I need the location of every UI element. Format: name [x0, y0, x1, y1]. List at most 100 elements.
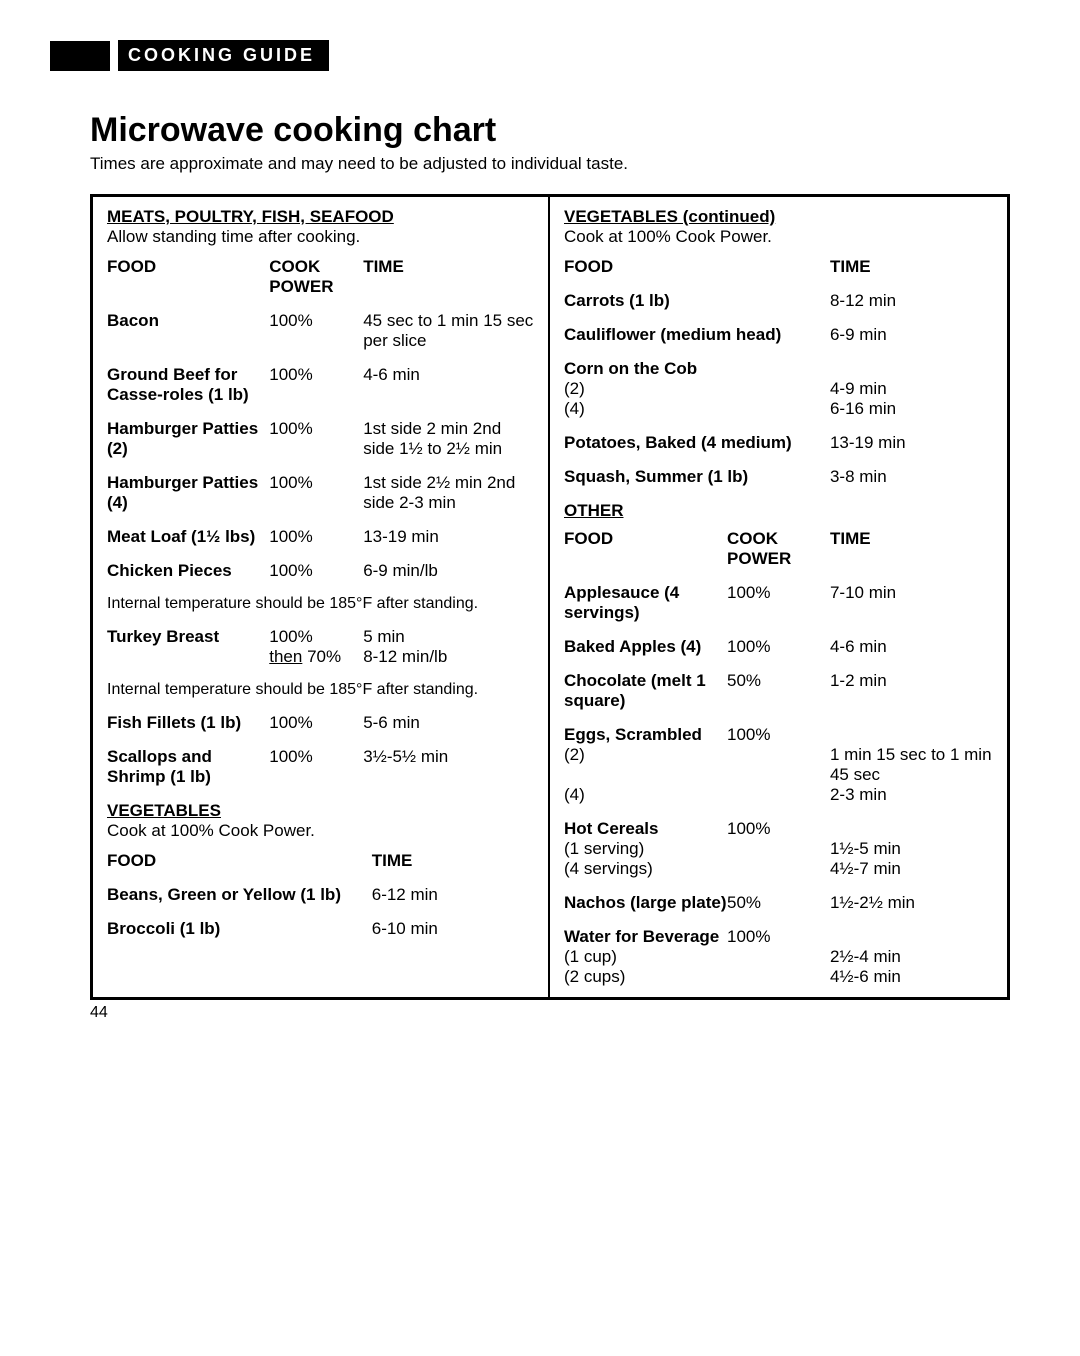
row-eggs-2: (2) 1 min 15 sec to 1 min 45 sec [564, 745, 993, 785]
time: 2½-4 min [830, 947, 993, 967]
power: 100% [727, 637, 830, 657]
food: Ground Beef for Casse-roles (1 lb) [107, 365, 269, 405]
food: Fish Fillets (1 lb) [107, 713, 269, 733]
food: Bacon [107, 311, 269, 351]
row-corn-4: (4) 6-16 min [564, 399, 993, 419]
row-baked-apples: Baked Apples (4) 100% 4-6 min [564, 637, 993, 657]
row-chocolate: Chocolate (melt 1 square) 50% 1-2 min [564, 671, 993, 711]
time [830, 819, 993, 839]
time: 8-12 min [830, 291, 993, 311]
power: 100% [269, 527, 363, 547]
power: 100% [269, 311, 363, 351]
row-cereals-1: (1 serving) 1½-5 min [564, 839, 993, 859]
time: 1 min 15 sec to 1 min 45 sec [830, 745, 993, 785]
food: Turkey Breast [107, 627, 269, 647]
veg-header: FOOD TIME [107, 851, 534, 871]
food: Nachos (large plate) [564, 893, 727, 913]
row-water-1: (1 cup) 2½-4 min [564, 947, 993, 967]
time: 3-8 min [830, 467, 993, 487]
row-turkey-2: then 70% 8-12 min/lb [107, 647, 534, 667]
veg-cont-sub: Cook at 100% Cook Power. [564, 227, 993, 247]
row-eggs: Eggs, Scrambled 100% [564, 725, 993, 745]
veg-cont-title: VEGETABLES (continued) [564, 207, 993, 227]
row-water: Water for Beverage 100% [564, 927, 993, 947]
time2: 8-12 min/lb [363, 647, 534, 667]
other-title: OTHER [564, 501, 993, 521]
qty: (4) [564, 399, 830, 419]
food: Cauliflower (medium head) [564, 325, 830, 345]
time: 1-2 min [830, 671, 993, 711]
row-applesauce: Applesauce (4 servings) 100% 7-10 min [564, 583, 993, 623]
row-eggs-4: (4) 2-3 min [564, 785, 993, 805]
row-turkey: Turkey Breast 100% 5 min [107, 627, 534, 647]
food: Beans, Green or Yellow (1 lb) [107, 885, 372, 905]
time: 1½-2½ min [830, 893, 993, 913]
subtitle: Times are approximate and may need to be… [50, 154, 1030, 174]
cooking-chart: MEATS, POULTRY, FISH, SEAFOOD Allow stan… [90, 194, 1010, 1000]
power2: then 70% [269, 647, 363, 667]
qty: (1 cup) [564, 947, 727, 967]
row-fish: Fish Fillets (1 lb) 100% 5-6 min [107, 713, 534, 733]
page-number: 44 [50, 1004, 1030, 1022]
header-black-box [50, 41, 110, 71]
row-potatoes: Potatoes, Baked (4 medium) 13-19 min [564, 433, 993, 453]
row-water-2: (2 cups) 4½-6 min [564, 967, 993, 987]
power: 100% [727, 583, 830, 623]
time: 1st side 2½ min 2nd side 2-3 min [363, 473, 534, 513]
food: Hamburger Patties (2) [107, 419, 269, 459]
qty: (4) [564, 785, 727, 805]
time: 6-16 min [830, 399, 993, 419]
blank [727, 785, 830, 805]
header-bar: COOKING GUIDE [50, 40, 1030, 71]
power: 100% [727, 927, 830, 947]
time: 1st side 2 min 2nd side 1½ to 2½ min [363, 419, 534, 459]
row-squash: Squash, Summer (1 lb) 3-8 min [564, 467, 993, 487]
page-title: Microwave cooking chart [50, 111, 1030, 150]
guide-label: COOKING GUIDE [118, 40, 329, 71]
hdr-time: TIME [363, 257, 534, 297]
food: Potatoes, Baked (4 medium) [564, 433, 830, 453]
food: Corn on the Cob [564, 359, 830, 379]
time: 7-10 min [830, 583, 993, 623]
power: 50% [727, 893, 830, 913]
row-meatloaf: Meat Loaf (1½ lbs) 100% 13-19 min [107, 527, 534, 547]
row-corn-2: (2) 4-9 min [564, 379, 993, 399]
row-cereals: Hot Cereals 100% [564, 819, 993, 839]
blank [727, 745, 830, 785]
meats-header: FOOD COOK POWER TIME [107, 257, 534, 297]
time: 13-19 min [830, 433, 993, 453]
power: 100% [269, 365, 363, 405]
time [830, 927, 993, 947]
chicken-note: Internal temperature should be 185°F aft… [107, 595, 534, 613]
food: Water for Beverage [564, 927, 727, 947]
time: 4-6 min [830, 637, 993, 657]
turkey-note: Internal temperature should be 185°F aft… [107, 681, 534, 699]
time: 45 sec to 1 min 15 sec per slice [363, 311, 534, 351]
hdr-food: FOOD [564, 529, 727, 569]
power: 100% [269, 473, 363, 513]
row-corn: Corn on the Cob [564, 359, 993, 379]
time [830, 725, 993, 745]
time: 5-6 min [363, 713, 534, 733]
blank [727, 839, 830, 859]
food: Baked Apples (4) [564, 637, 727, 657]
time: 6-9 min [830, 325, 993, 345]
power: 100% [269, 561, 363, 581]
row-ground-beef: Ground Beef for Casse-roles (1 lb) 100% … [107, 365, 534, 405]
hdr-power: COOK POWER [727, 529, 830, 569]
left-column: MEATS, POULTRY, FISH, SEAFOOD Allow stan… [93, 197, 550, 997]
time: 13-19 min [363, 527, 534, 547]
row-bacon: Bacon 100% 45 sec to 1 min 15 sec per sl… [107, 311, 534, 351]
row-chicken: Chicken Pieces 100% 6-9 min/lb [107, 561, 534, 581]
meats-sub: Allow standing time after cooking. [107, 227, 534, 247]
veg-cont-header: FOOD TIME [564, 257, 993, 277]
hdr-time: TIME [830, 257, 993, 277]
food: Carrots (1 lb) [564, 291, 830, 311]
power: 100% [727, 725, 830, 745]
power: 100% [269, 747, 363, 787]
meats-title: MEATS, POULTRY, FISH, SEAFOOD [107, 207, 534, 227]
blank [107, 647, 269, 667]
power: 100% [269, 419, 363, 459]
food: Meat Loaf (1½ lbs) [107, 527, 269, 547]
qty: (2 cups) [564, 967, 727, 987]
